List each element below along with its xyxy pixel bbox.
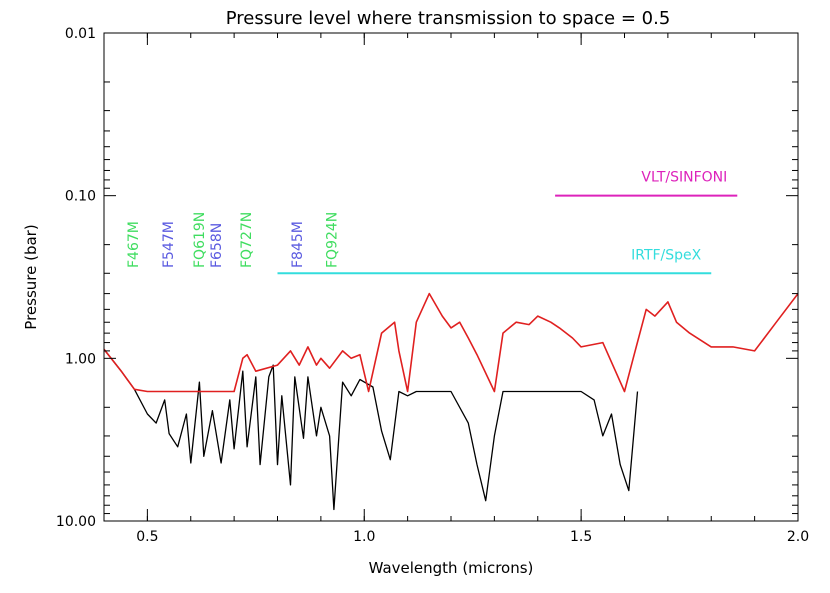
instrument-label-1: IRTF/SpeX [631, 247, 702, 263]
y-tick-label: 1.00 [65, 351, 96, 367]
filter-label-f658n: F658N [209, 223, 225, 268]
filter-label-f547m: F547M [161, 221, 177, 268]
filter-label-fq727n: FQ727N [239, 212, 255, 268]
x-axis-label: Wavelength (microns) [369, 559, 534, 577]
y-tick-label: 0.01 [65, 26, 96, 42]
filter-label-f467m: F467M [126, 221, 142, 268]
y-tick-label: 0.10 [65, 189, 96, 205]
plot-frame [103, 32, 799, 522]
filter-label-fq924n: FQ924N [324, 212, 340, 268]
y-axis-label: Pressure (bar) [22, 224, 40, 329]
instrument-label-0: VLT/SINFONI [641, 170, 727, 186]
series-line-0 [103, 348, 639, 511]
x-tick-label: 0.5 [136, 529, 158, 545]
series-line-1 [103, 292, 799, 393]
filter-label-fq619n: FQ619N [192, 212, 208, 268]
y-tick-label: 10.00 [56, 514, 96, 530]
filter-label-f845m: F845M [290, 221, 306, 268]
x-tick-label: 1.5 [570, 529, 592, 545]
chart-title: Pressure level where transmission to spa… [226, 8, 671, 29]
x-tick-label: 1.0 [353, 529, 375, 545]
x-tick-label: 2.0 [787, 529, 809, 545]
